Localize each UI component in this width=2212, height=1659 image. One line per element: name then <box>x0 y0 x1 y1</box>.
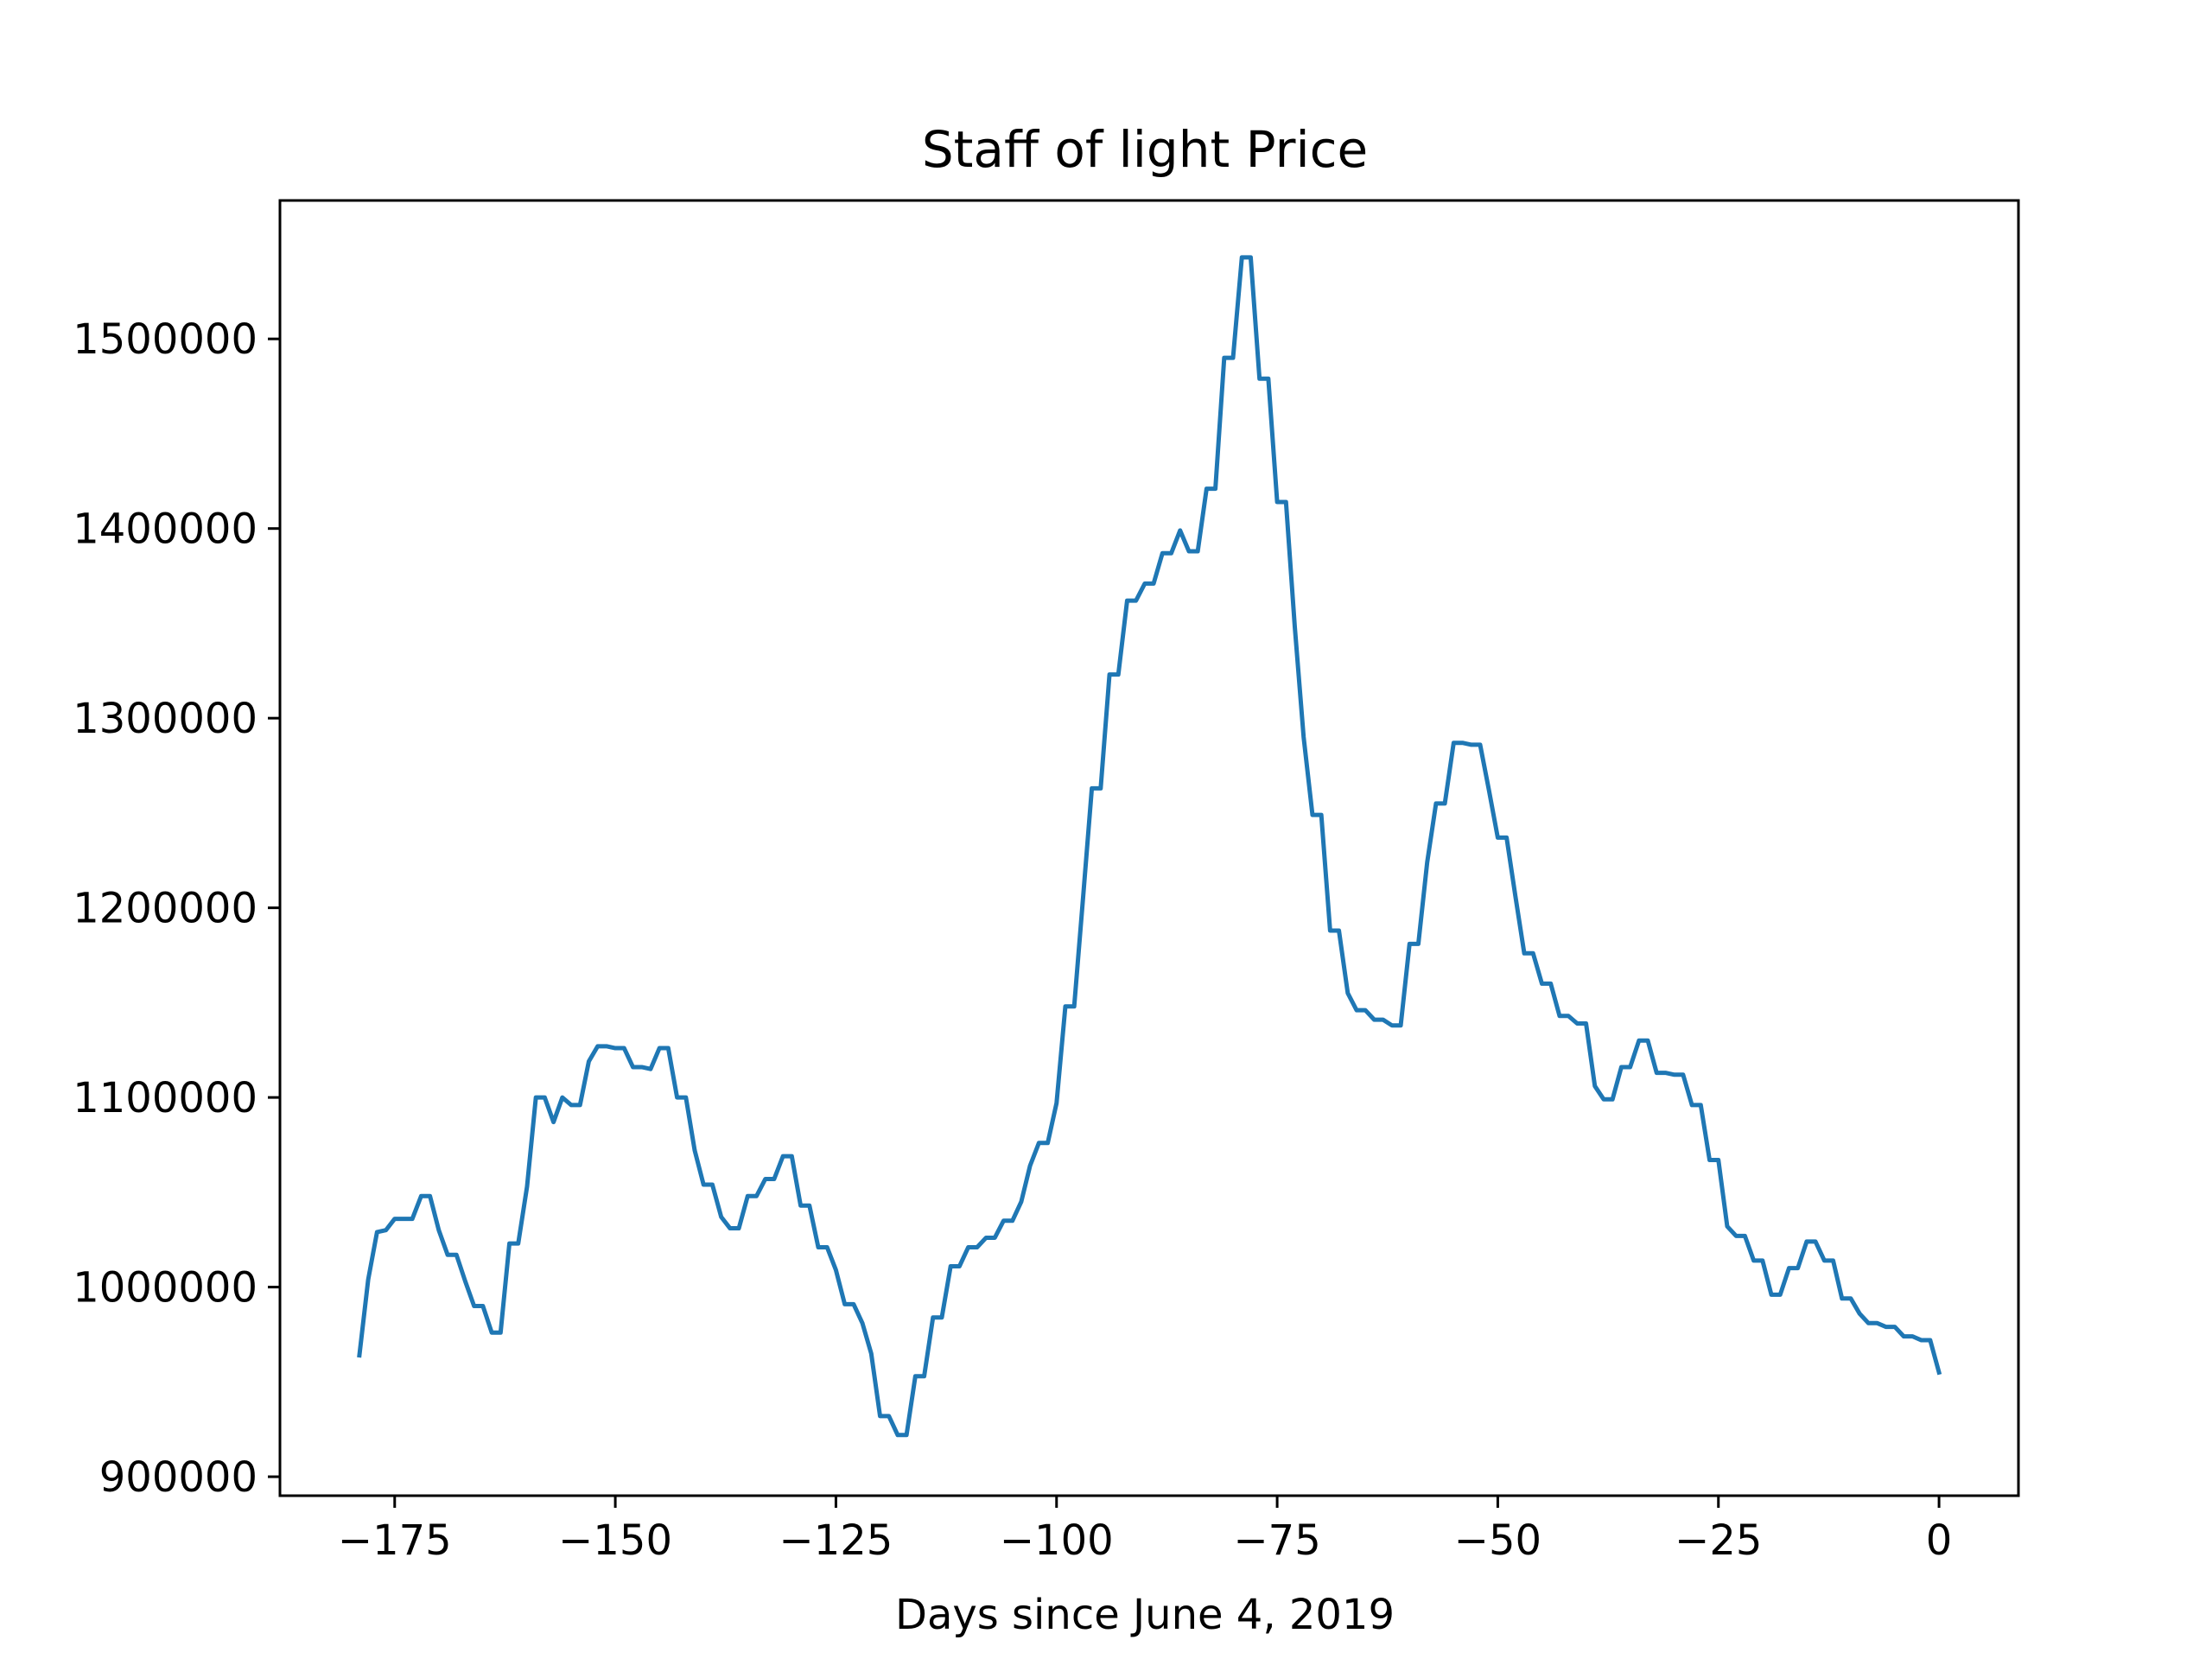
y-tick-label: 1200000 <box>73 885 257 933</box>
x-axis: −175 −150 −125 −100 −75 −50 −25 0 <box>338 1496 1953 1565</box>
y-axis: 900000 1000000 1100000 1200000 1300000 140000… <box>73 315 280 1502</box>
y-tick-label: 900000 <box>99 1453 257 1502</box>
y-tick-label: 1000000 <box>73 1264 257 1313</box>
y-tick-label: 1400000 <box>73 505 257 554</box>
x-tick-label: 0 <box>1926 1516 1953 1565</box>
x-tick-label: −25 <box>1675 1516 1762 1565</box>
x-tick-label: −100 <box>1000 1516 1114 1565</box>
x-tick-label: −175 <box>338 1516 452 1565</box>
x-axis-label: Days since June 4, 2019 <box>895 1591 1395 1639</box>
y-tick-label: 1300000 <box>73 695 257 743</box>
x-tick-label: −50 <box>1454 1516 1541 1565</box>
x-tick-label: −150 <box>558 1516 672 1565</box>
plot-background <box>280 200 2018 1496</box>
x-tick-label: −75 <box>1233 1516 1320 1565</box>
x-tick-label: −125 <box>779 1516 893 1565</box>
y-tick-label: 1500000 <box>73 315 257 364</box>
plot-frame <box>278 199 2020 1497</box>
plot-area <box>278 199 2020 1497</box>
price-series-line <box>357 255 1942 1438</box>
y-tick-label: 1100000 <box>73 1074 257 1122</box>
chart-title: Staff of light Price <box>922 120 1368 179</box>
